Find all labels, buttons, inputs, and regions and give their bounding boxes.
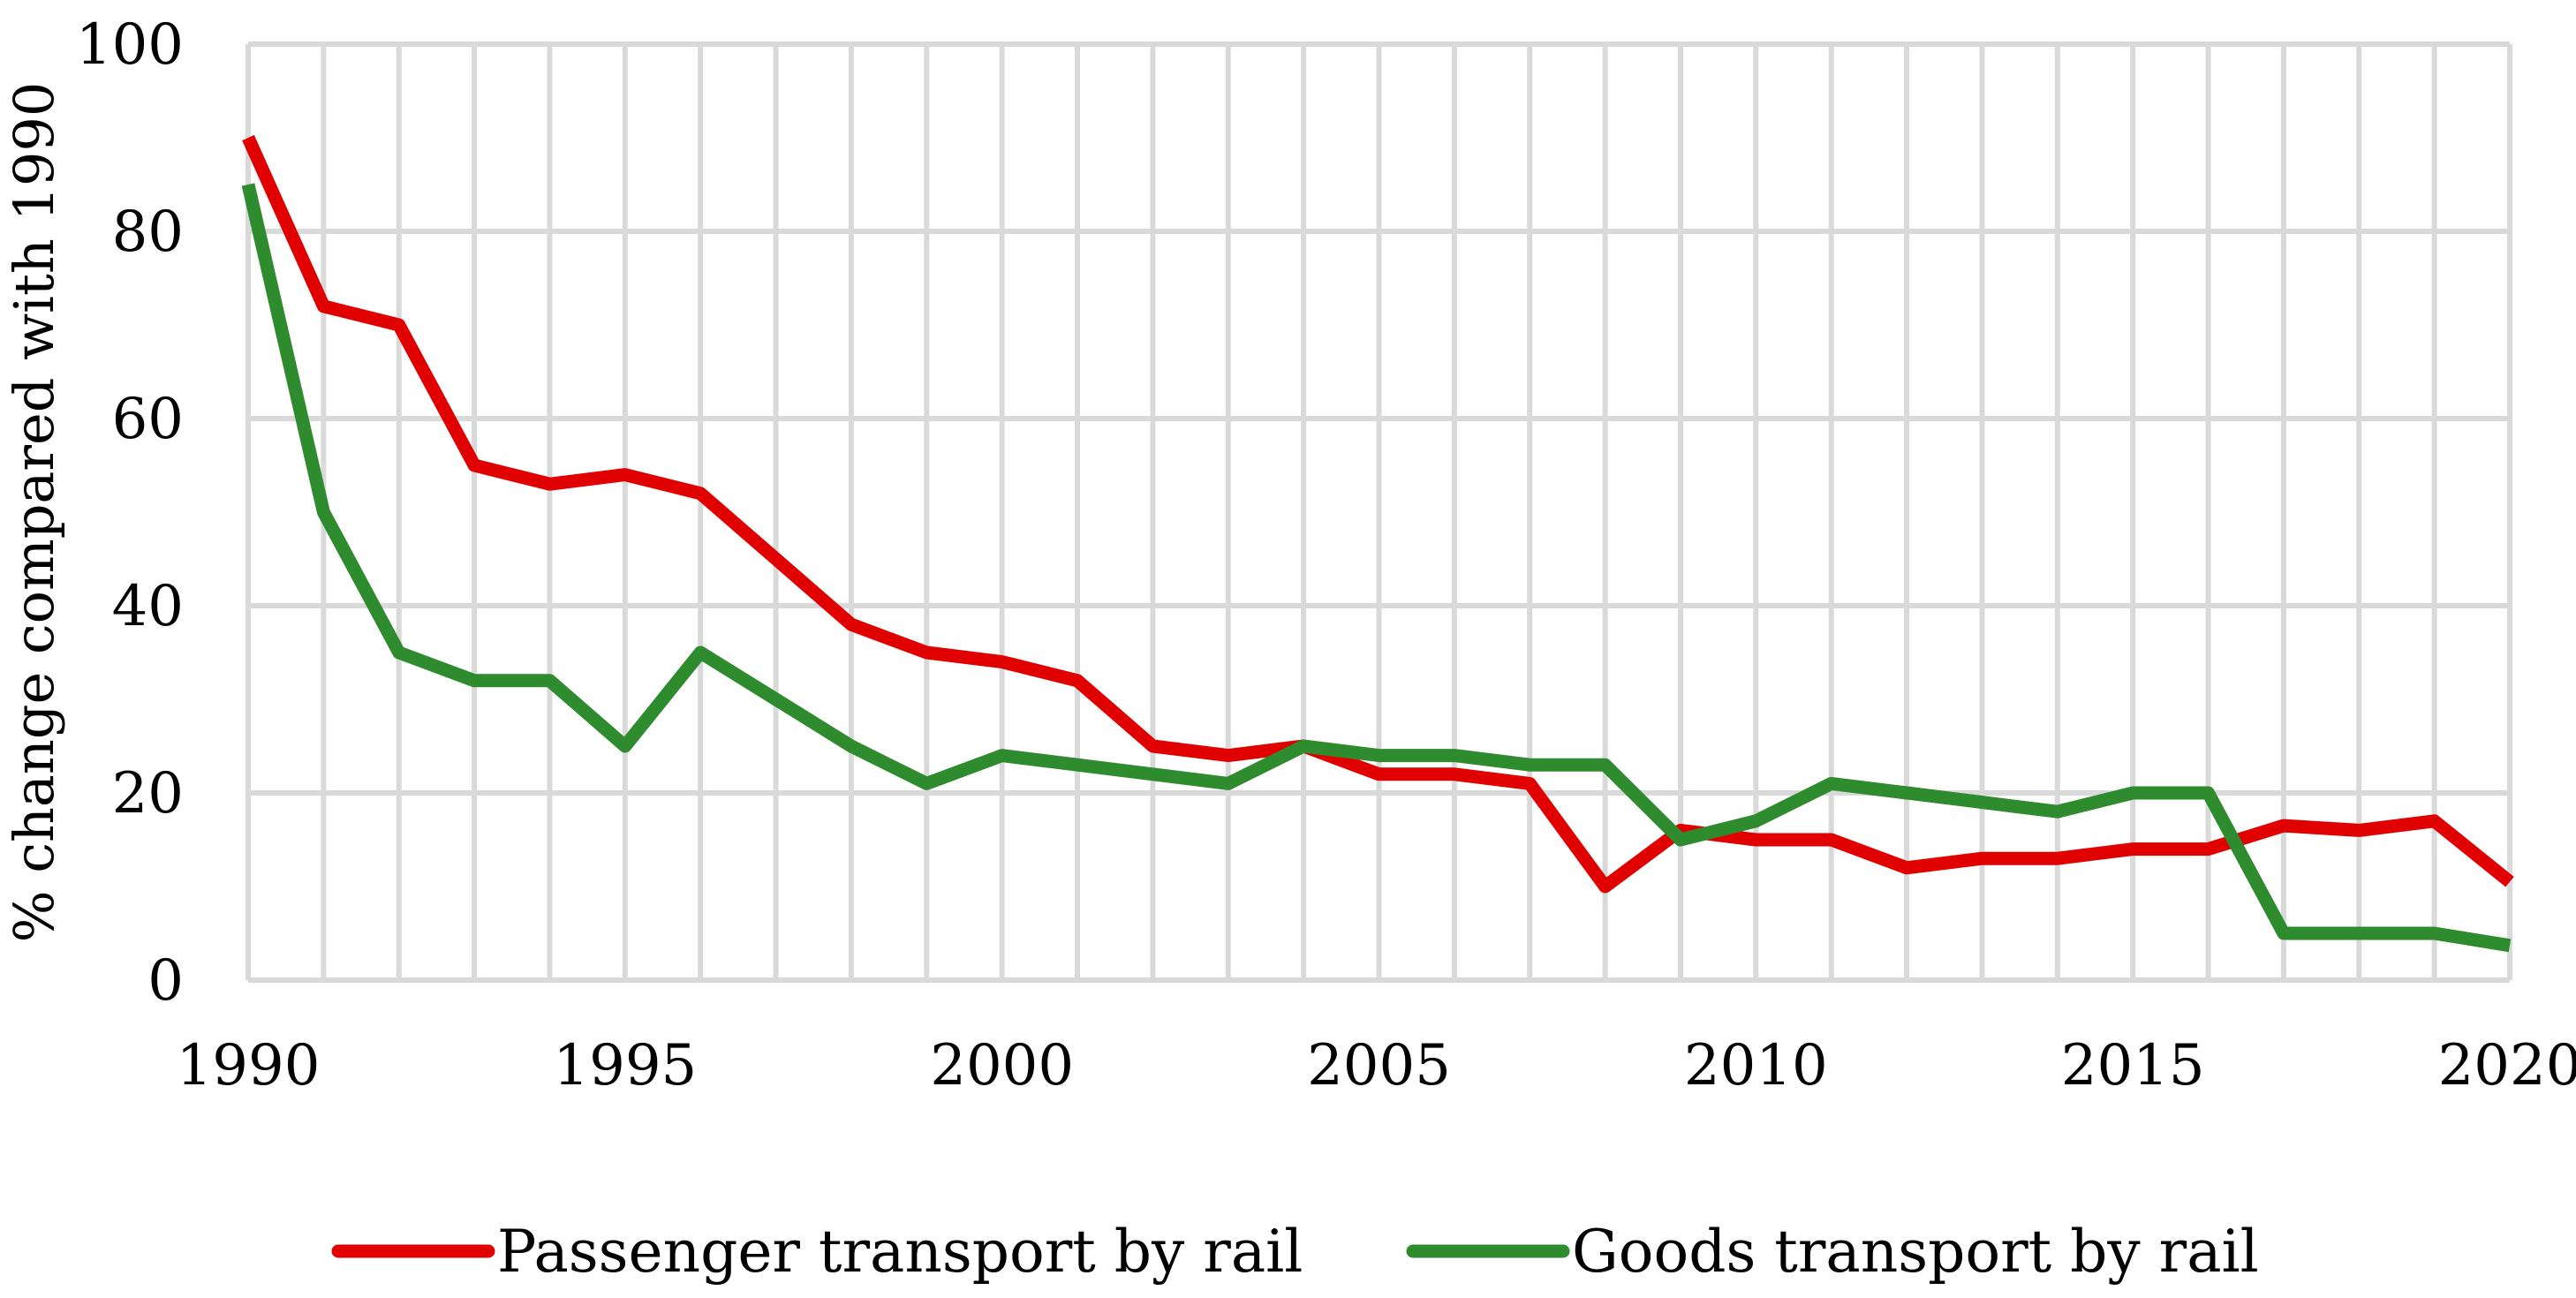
y-axis-tick-labels: 0 20 40 60 80 100 [76, 12, 184, 1014]
y-tick-label: 0 [147, 948, 184, 1014]
y-tick-label: 20 [112, 761, 184, 826]
grid [246, 42, 2512, 983]
y-tick-label: 40 [112, 574, 184, 639]
x-tick-label: 2010 [1684, 1033, 1828, 1098]
x-tick-label: 1990 [177, 1033, 321, 1098]
series-line-goods [241, 183, 2512, 953]
x-tick-label: 2015 [2061, 1033, 2205, 1098]
y-axis-title: % change compared with 1990 [2, 82, 66, 943]
x-tick-label: 1995 [553, 1033, 697, 1098]
x-tick-label: 2005 [1307, 1033, 1451, 1098]
legend: Passenger transport by rail Goods transpo… [331, 1218, 2259, 1286]
legend-label-passenger: Passenger transport by rail [497, 1218, 1303, 1286]
series-line-passenger [242, 134, 2514, 894]
y-tick-label: 100 [76, 12, 184, 78]
series-lines [241, 134, 2514, 953]
y-tick-label: 60 [112, 387, 184, 452]
x-tick-label: 2020 [2438, 1033, 2576, 1098]
legend-label-goods: Goods transport by rail [1572, 1218, 2259, 1286]
y-tick-label: 80 [112, 200, 184, 265]
x-axis-tick-labels: 1990 1995 2000 2005 2010 2015 2020 [177, 1033, 2576, 1098]
x-tick-label: 2000 [930, 1033, 1074, 1098]
